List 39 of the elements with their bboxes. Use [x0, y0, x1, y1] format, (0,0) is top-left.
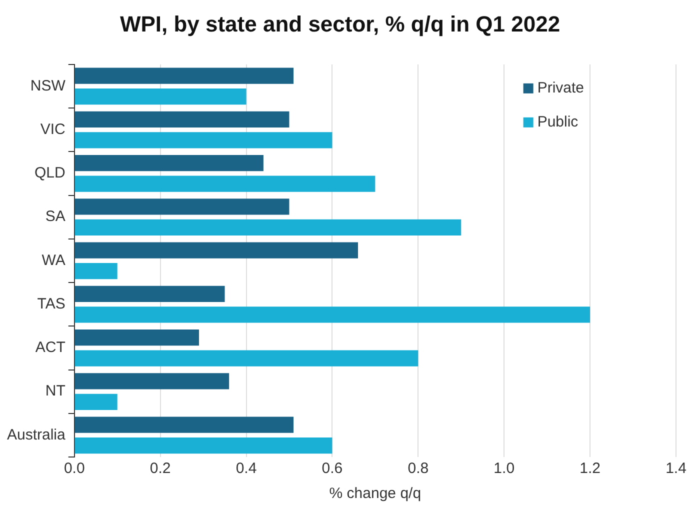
legend-label: Public — [537, 114, 579, 131]
y-tick-label: SA — [45, 208, 66, 226]
y-tick-label: NSW — [30, 77, 66, 94]
bar — [74, 437, 332, 454]
bar — [74, 111, 290, 128]
y-tick-label: NT — [45, 382, 66, 400]
bar — [74, 350, 418, 366]
x-tick-label: 0.4 — [236, 460, 257, 478]
x-tick-label: 1.2 — [580, 460, 600, 478]
bar — [74, 373, 230, 390]
x-tick-label: 0.2 — [150, 460, 171, 478]
bar — [74, 68, 294, 84]
bar — [74, 242, 358, 258]
bar — [74, 176, 376, 192]
bar — [74, 155, 264, 172]
y-tick-label: Australia — [7, 426, 66, 444]
bar — [74, 198, 290, 215]
bar — [74, 286, 225, 302]
bar — [74, 394, 118, 410]
x-tick-label: 0.0 — [64, 460, 85, 478]
bar — [74, 416, 294, 433]
y-tick-label: WA — [42, 252, 66, 269]
legend-label: Private — [537, 80, 584, 97]
chart-title: WPI, by state and sector, % q/q in Q1 2022 — [120, 11, 560, 36]
x-tick-label: 1.0 — [494, 460, 515, 478]
y-tick-label: QLD — [34, 164, 66, 182]
bar — [74, 219, 462, 236]
x-axis-title: % change q/q — [329, 485, 422, 502]
y-tick-label: VIC — [40, 120, 66, 138]
x-tick-label: 1.4 — [666, 460, 686, 478]
bar — [74, 306, 590, 323]
y-tick-label: TAS — [37, 295, 66, 312]
x-tick-label: 0.6 — [322, 460, 343, 478]
bar — [74, 132, 332, 148]
bar — [74, 88, 246, 105]
x-tick-label: 0.8 — [408, 460, 429, 478]
bar — [74, 330, 199, 346]
bar — [74, 262, 118, 280]
y-tick-label: ACT — [35, 339, 66, 356]
